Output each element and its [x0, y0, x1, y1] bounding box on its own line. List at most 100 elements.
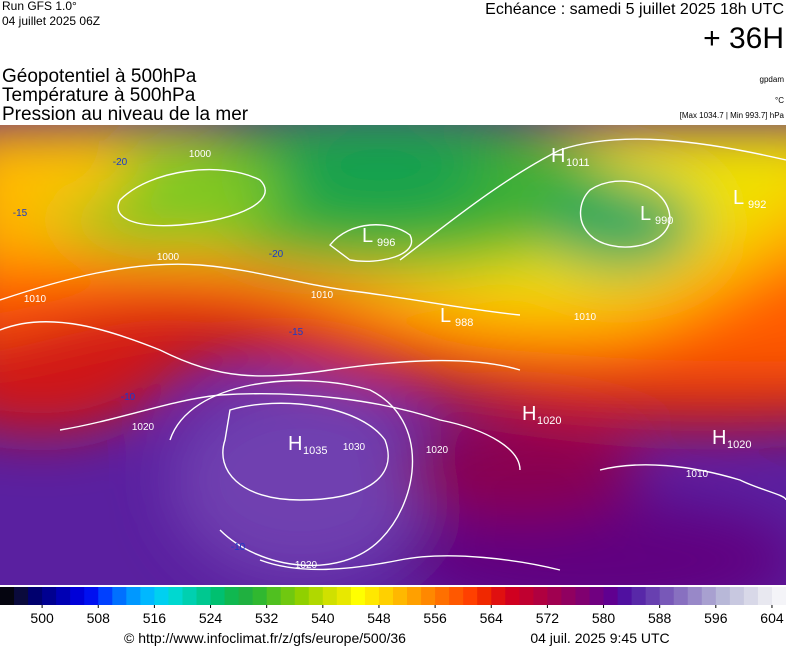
color-swatch: [421, 587, 436, 605]
colorbar-label: 508: [87, 610, 111, 626]
color-swatch: [659, 587, 675, 605]
colorbar-label: 556: [423, 610, 447, 626]
isobar-label: 1020: [426, 445, 449, 456]
center-value: 1020: [537, 415, 561, 427]
run: Run GFS 1.0°: [2, 0, 77, 13]
center-value: 992: [748, 199, 766, 211]
color-swatch: [280, 587, 296, 605]
color-swatch: [84, 587, 99, 605]
title: Pression au niveau de la mer: [2, 104, 249, 125]
color-swatch: [757, 587, 773, 605]
color-swatch: [364, 587, 380, 605]
color-swatch: [771, 587, 786, 605]
color-swatch: [589, 587, 605, 605]
color-swatch: [505, 587, 520, 605]
temp-label: -20: [113, 157, 128, 168]
color-swatch: [0, 587, 15, 605]
isobars: [0, 138, 786, 571]
color-swatch: [673, 587, 689, 605]
center-value: 990: [655, 215, 673, 227]
color-swatch: [631, 587, 647, 605]
color-swatch: [98, 587, 113, 605]
color-swatch: [42, 587, 57, 605]
color-swatch: [252, 587, 268, 605]
color-swatch: [224, 587, 240, 605]
center-letter: H: [522, 403, 536, 425]
temp-label: -10: [121, 392, 136, 403]
color-swatch: [561, 587, 576, 605]
color-swatch: [28, 587, 43, 605]
color-swatch: [701, 587, 717, 605]
colorbar: 500 508 516 524 532 540 548 556 564 572 580 588 596 6…: [0, 587, 786, 626]
title: Géopotentiel à 500hPa: [2, 66, 197, 87]
colorbar-label: 548: [367, 610, 391, 626]
colorbar-label: 540: [311, 610, 335, 626]
colorbar-label: 516: [143, 610, 167, 626]
center-value: 996: [377, 237, 395, 249]
center-letter: H: [551, 145, 565, 167]
center-letter: L: [640, 203, 651, 225]
color-swatch: [449, 587, 464, 605]
center-letter: L: [362, 225, 373, 247]
footer-url: © http://www.infoclimat.fr/z/gfs/europe/…: [124, 630, 406, 646]
color-swatch: [463, 587, 478, 605]
center-value: 1011: [566, 157, 590, 169]
colorbar-label: 580: [592, 610, 616, 626]
color-swatch: [322, 587, 338, 605]
color-swatch: [266, 587, 282, 605]
color-swatch: [687, 587, 703, 605]
color-swatch: [491, 587, 506, 605]
color-swatch: [407, 587, 422, 605]
color-swatch: [56, 587, 71, 605]
center-letter: H: [712, 427, 726, 449]
colorbar-label: 532: [255, 610, 279, 626]
title: Température à 500hPa: [2, 85, 196, 106]
isobar-label: 1000: [189, 149, 212, 160]
temp-label: -10: [231, 542, 246, 553]
color-swatch: [743, 587, 759, 605]
isobar-label: 1010: [311, 290, 334, 301]
color-swatch: [378, 587, 394, 605]
colorbar-label: 604: [760, 610, 784, 626]
color-swatch: [112, 587, 127, 605]
colorbar-label: 596: [704, 610, 728, 626]
temp-label: -15: [13, 208, 28, 219]
footer-time: 04 juil. 2025 9:45 UTC: [530, 630, 669, 646]
center-value: 1020: [727, 439, 751, 451]
run-date: 04 juillet 2025 06Z: [2, 14, 100, 28]
color-swatch: [336, 587, 352, 605]
center-value: 1035: [303, 445, 327, 457]
lead-time: + 36H: [703, 22, 784, 55]
color-swatch: [393, 587, 408, 605]
color-swatch: [168, 587, 183, 605]
center-value: 988: [455, 317, 473, 329]
temp-label: -20: [269, 249, 284, 260]
color-swatch: [196, 587, 212, 605]
color-swatch: [715, 587, 731, 605]
isobar-label: 1010: [574, 312, 597, 323]
unit: °C: [775, 96, 784, 105]
color-swatch: [350, 587, 366, 605]
color-swatch: [729, 587, 745, 605]
temp-label: -15: [289, 327, 304, 338]
isobar-label: 1030: [343, 442, 366, 453]
color-swatch: [126, 587, 141, 605]
center-letter: H: [288, 433, 302, 455]
color-swatch: [154, 587, 169, 605]
color-swatch: [182, 587, 197, 605]
colorbar-label: 524: [199, 610, 223, 626]
color-swatch: [140, 587, 155, 605]
color-swatch: [645, 587, 661, 605]
color-swatch: [533, 587, 548, 605]
color-swatch: [477, 587, 492, 605]
color-swatch: [547, 587, 562, 605]
color-swatch: [14, 587, 29, 605]
color-swatch: [603, 587, 619, 605]
color-swatch: [210, 587, 226, 605]
echeance: Echéance : samedi 5 juillet 2025 18h UTC: [485, 1, 784, 18]
colorbar-label: 572: [536, 610, 560, 626]
color-swatch: [70, 587, 85, 605]
isobar-label: 1020: [132, 422, 155, 433]
color-swatch: [435, 587, 450, 605]
